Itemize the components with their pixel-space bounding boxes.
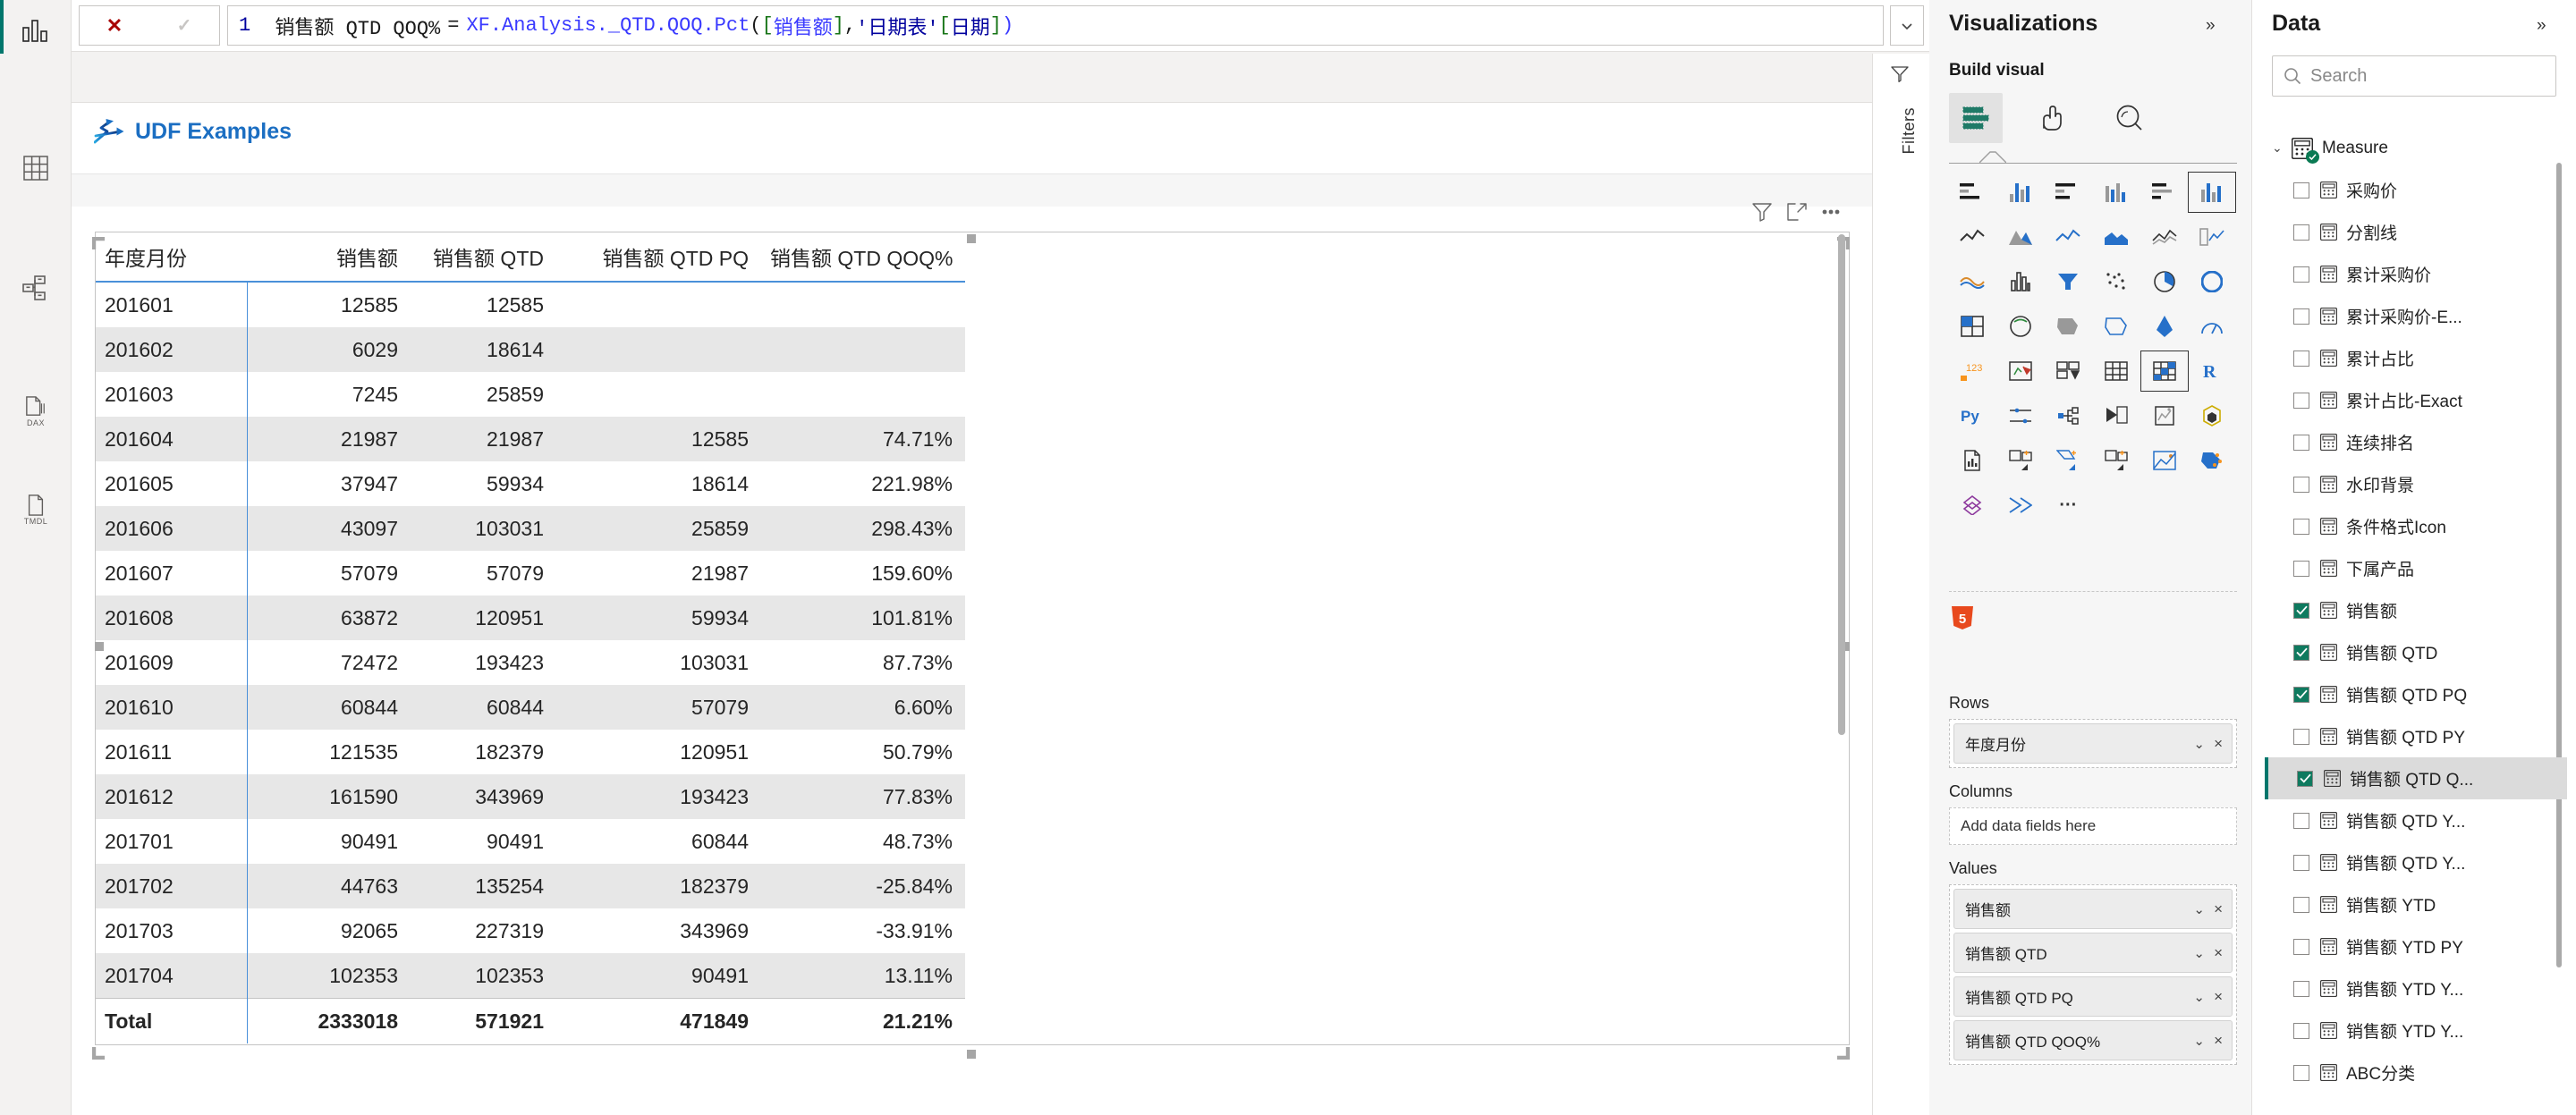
svg-text:Py: Py (1961, 408, 1979, 425)
svg-text:R: R (2203, 362, 2216, 381)
svg-text:5: 5 (1959, 612, 1966, 627)
svg-text:123: 123 (1966, 363, 1982, 374)
